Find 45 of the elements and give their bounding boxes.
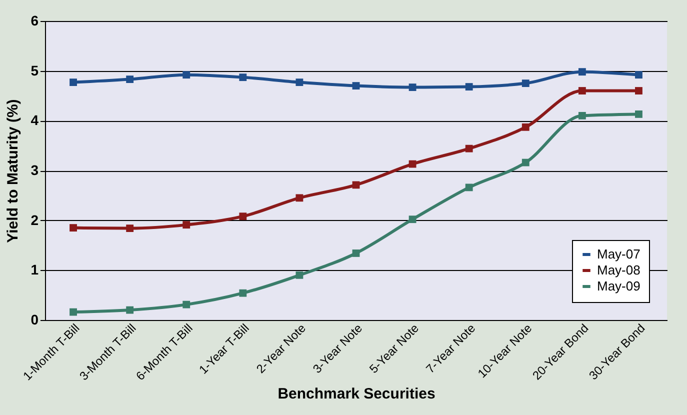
- point: [352, 82, 360, 90]
- point: [239, 289, 247, 297]
- point: [182, 221, 190, 229]
- point: [522, 123, 530, 131]
- point: [70, 308, 77, 316]
- y-tick-label: 3: [30, 162, 39, 178]
- point: [126, 306, 134, 314]
- point: [352, 181, 360, 189]
- y-tick-label: 5: [30, 62, 39, 78]
- legend-label: May-08: [597, 262, 640, 278]
- point: [578, 112, 586, 120]
- point: [126, 76, 134, 84]
- point: [239, 74, 247, 82]
- point: [635, 87, 642, 94]
- y-axis-title: Yield to Maturity (%): [4, 99, 22, 243]
- point: [465, 83, 473, 90]
- point: [182, 300, 190, 308]
- legend-label: May-09: [597, 278, 640, 294]
- point: [522, 158, 530, 166]
- point: [352, 250, 360, 257]
- point: [408, 160, 416, 168]
- point: [578, 87, 586, 94]
- y-tick-label: 6: [30, 12, 39, 28]
- y-tick-label: 1: [30, 262, 39, 278]
- point: [182, 71, 190, 79]
- point: [126, 224, 134, 232]
- legend-label: May-07: [597, 246, 640, 262]
- point: [239, 212, 247, 220]
- y-tick-label: 2: [30, 212, 39, 228]
- y-tick-label: 0: [30, 312, 39, 328]
- point: [70, 224, 77, 232]
- point: [635, 110, 642, 118]
- point: [296, 78, 304, 86]
- point: [465, 184, 473, 192]
- point: [296, 194, 304, 202]
- point: [578, 68, 586, 76]
- y-tick-label: 4: [30, 112, 39, 128]
- point: [70, 78, 77, 86]
- point: [408, 84, 416, 91]
- x-axis-title: Benchmark Securities: [278, 386, 436, 403]
- point: [296, 271, 304, 279]
- point: [635, 71, 642, 79]
- point: [408, 216, 416, 224]
- point: [465, 144, 473, 152]
- point: [522, 80, 530, 87]
